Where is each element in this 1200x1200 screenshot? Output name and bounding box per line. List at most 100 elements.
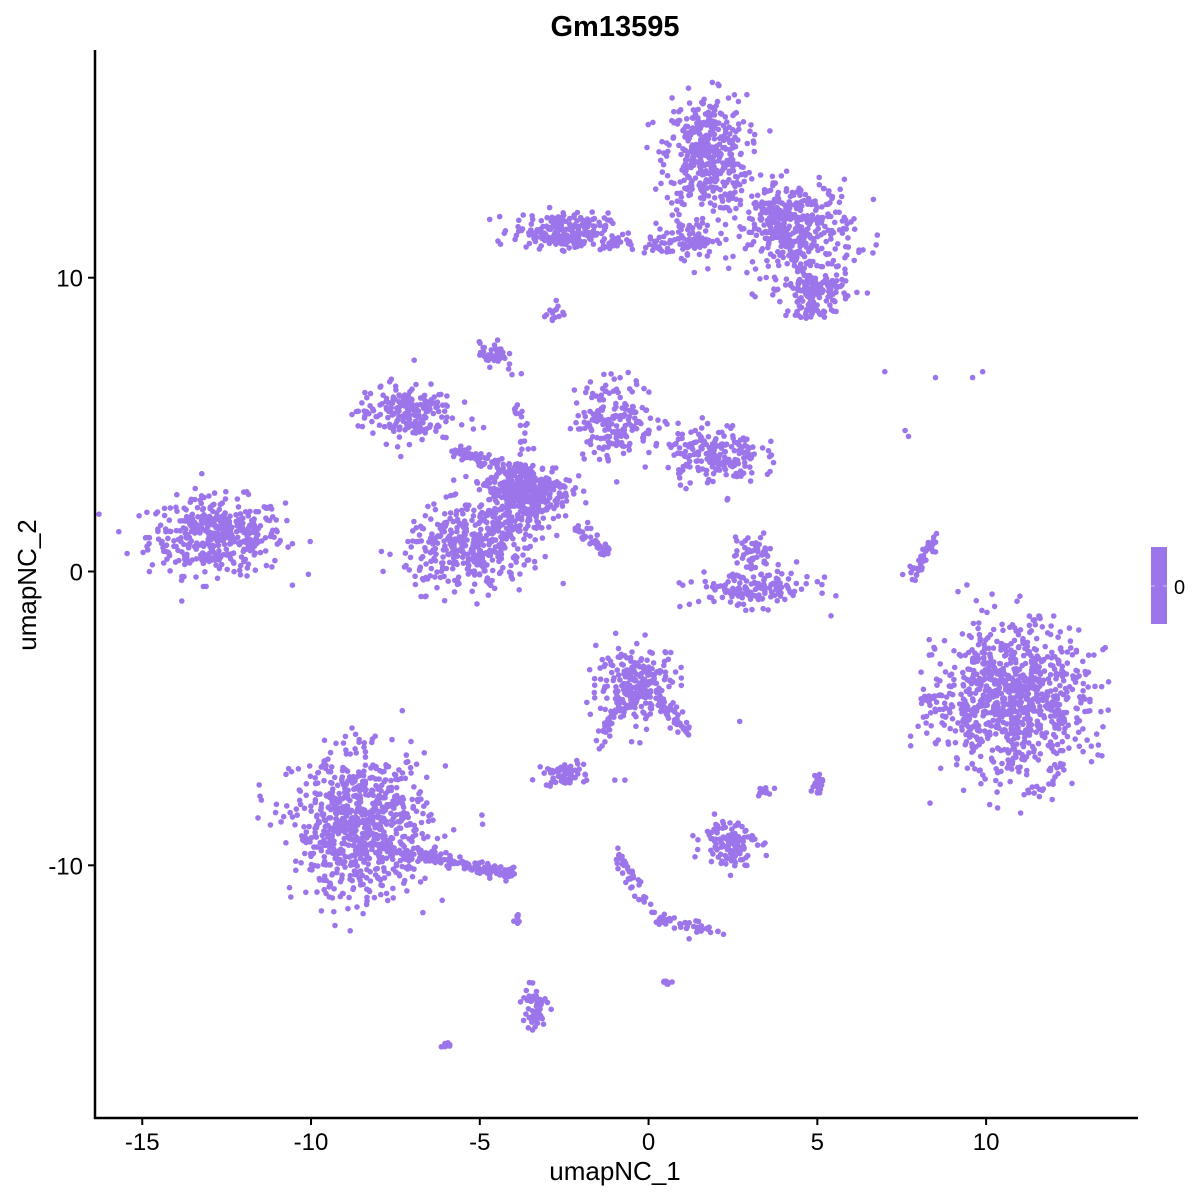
data-point — [1025, 787, 1031, 793]
data-point — [700, 195, 707, 202]
data-point — [703, 584, 710, 590]
data-point — [320, 877, 327, 884]
data-point — [489, 567, 496, 574]
data-point — [437, 525, 444, 532]
data-point — [1019, 662, 1026, 669]
data-point — [601, 435, 607, 441]
data-point — [851, 226, 858, 232]
data-point — [543, 475, 549, 481]
data-point — [427, 573, 434, 579]
data-point — [816, 310, 822, 316]
data-point — [756, 227, 762, 233]
data-point — [788, 570, 794, 577]
data-point — [694, 159, 700, 165]
data-point — [423, 574, 429, 581]
data-point — [1035, 723, 1041, 730]
data-point — [1024, 767, 1030, 774]
data-point — [1080, 658, 1086, 665]
data-point — [1001, 726, 1008, 733]
data-point — [696, 251, 703, 258]
data-point — [660, 161, 667, 168]
data-point — [737, 580, 743, 586]
data-point — [224, 531, 231, 537]
data-point — [665, 148, 671, 155]
data-point — [964, 582, 970, 588]
data-point — [699, 415, 706, 421]
data-point — [488, 347, 495, 353]
data-point — [825, 227, 832, 234]
data-point — [687, 480, 693, 486]
data-point — [629, 668, 635, 675]
data-point — [478, 526, 484, 533]
data-point — [581, 456, 587, 462]
data-point — [503, 510, 509, 517]
data-point — [641, 385, 647, 392]
data-point — [608, 440, 614, 447]
data-point — [699, 215, 706, 222]
data-point — [383, 764, 390, 770]
data-point — [785, 308, 791, 314]
data-point — [664, 245, 671, 252]
data-point — [574, 218, 580, 224]
data-point — [993, 777, 999, 784]
data-point — [624, 689, 630, 696]
data-point — [539, 525, 545, 531]
data-point — [695, 240, 702, 246]
data-point — [463, 502, 469, 508]
data-point — [797, 192, 803, 199]
data-point — [625, 416, 632, 423]
data-point — [413, 381, 419, 388]
data-point — [410, 429, 416, 436]
data-point — [597, 676, 604, 682]
data-point — [636, 419, 643, 425]
data-point — [546, 224, 552, 231]
data-point — [707, 200, 714, 206]
data-point — [842, 266, 848, 273]
data-point — [1036, 676, 1043, 683]
data-point — [802, 280, 808, 287]
data-point — [531, 524, 537, 531]
data-point — [461, 542, 468, 548]
data-point — [629, 427, 635, 434]
data-point — [774, 568, 781, 575]
data-point — [806, 232, 813, 238]
data-point — [637, 664, 643, 670]
data-point — [140, 549, 146, 556]
data-point — [538, 243, 544, 249]
data-point — [823, 298, 830, 304]
data-point — [874, 232, 881, 238]
data-point — [967, 666, 973, 673]
data-point — [421, 750, 428, 756]
data-point — [642, 700, 649, 706]
data-point — [659, 138, 665, 145]
data-point — [960, 681, 966, 688]
data-point — [594, 418, 600, 425]
data-point — [839, 282, 845, 288]
data-point — [613, 691, 620, 697]
data-point — [193, 574, 199, 580]
data-point — [428, 516, 434, 522]
data-point — [1000, 704, 1006, 711]
data-point — [707, 103, 713, 110]
data-point — [812, 202, 819, 208]
data-point — [740, 601, 747, 608]
data-point — [603, 677, 610, 684]
data-point — [480, 348, 487, 355]
data-point — [723, 236, 729, 243]
data-point — [571, 213, 577, 219]
data-point — [479, 563, 486, 570]
data-point — [680, 146, 686, 152]
data-point — [312, 775, 319, 781]
data-point — [186, 542, 192, 548]
data-point — [722, 134, 728, 141]
data-point — [661, 662, 667, 669]
data-point — [431, 501, 437, 507]
data-point — [400, 796, 407, 803]
data-point — [708, 445, 715, 451]
data-point — [696, 131, 703, 137]
data-point — [525, 518, 531, 524]
data-point — [1008, 766, 1015, 772]
data-point — [167, 528, 174, 535]
data-point — [305, 571, 312, 578]
data-point — [469, 588, 476, 595]
